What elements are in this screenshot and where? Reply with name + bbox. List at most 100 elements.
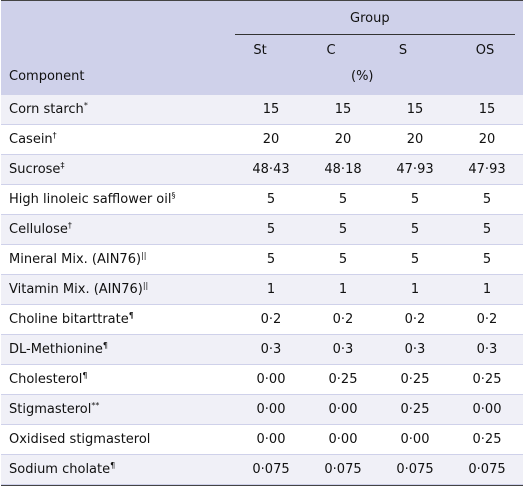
value-cell: 1 bbox=[307, 274, 379, 305]
component-label: DL-Methionine bbox=[9, 342, 103, 357]
value-cell: 15 bbox=[451, 95, 523, 125]
component-label: Oxidised stigmasterol bbox=[9, 432, 151, 447]
component-name: Cholesterol¶ bbox=[1, 364, 235, 395]
value-cell: 5 bbox=[379, 184, 451, 215]
footnote-marker: † bbox=[67, 221, 72, 230]
component-heading: Component bbox=[9, 69, 85, 84]
value-cell: 15 bbox=[379, 95, 451, 125]
table-row: High linoleic safflower oil§ 5 5 5 5 bbox=[1, 184, 523, 215]
value-cell: 0·00 bbox=[235, 394, 307, 425]
table-row: Mineral Mix. (AIN76)|| 5 5 5 5 bbox=[1, 244, 523, 275]
value-cell: 0·25 bbox=[379, 364, 451, 395]
value-cell: 5 bbox=[235, 184, 307, 215]
value-cell: 0·3 bbox=[235, 334, 307, 365]
value-cell: 1 bbox=[379, 274, 451, 305]
value-cell: 48·43 bbox=[235, 154, 307, 185]
top-rule bbox=[1, 0, 523, 1]
component-label: Cellulose bbox=[9, 222, 68, 237]
component-name: Choline bitarttrate¶ bbox=[1, 304, 235, 335]
value-cell: 0·3 bbox=[379, 334, 451, 365]
value-cell: 0·3 bbox=[307, 334, 379, 365]
value-cell: 0·00 bbox=[307, 394, 379, 425]
value-cell: 0·2 bbox=[307, 304, 379, 335]
footnote-marker: * bbox=[83, 101, 88, 110]
value-cell: 20 bbox=[307, 124, 379, 155]
table-row: Stigmasterol** 0·00 0·00 0·25 0·00 bbox=[1, 394, 523, 425]
footnote-marker: ‡ bbox=[60, 161, 65, 170]
value-cell: 20 bbox=[235, 124, 307, 155]
value-cell: 1 bbox=[451, 274, 523, 305]
component-label: Sodium cholate bbox=[9, 462, 111, 477]
value-cell: 5 bbox=[235, 244, 307, 275]
component-name: Sucrose‡ bbox=[1, 154, 235, 185]
value-cell: 5 bbox=[451, 214, 523, 245]
table-row: Choline bitarttrate¶ 0·2 0·2 0·2 0·2 bbox=[1, 304, 523, 335]
value-cell: 0·00 bbox=[235, 364, 307, 395]
table-row: Oxidised stigmasterol 0·00 0·00 0·00 0·25 bbox=[1, 424, 523, 455]
component-label: Mineral Mix. (AIN76) bbox=[9, 252, 142, 267]
component-label: Corn starch bbox=[9, 102, 84, 117]
footnote-marker: ¶ bbox=[102, 341, 109, 350]
footnote-marker: || bbox=[141, 251, 147, 260]
value-cell: 0·2 bbox=[451, 304, 523, 335]
component-label: Vitamin Mix. (AIN76) bbox=[9, 282, 143, 297]
table-row: DL-Methionine¶ 0·3 0·3 0·3 0·3 bbox=[1, 334, 523, 365]
component-name: Corn starch* bbox=[1, 95, 235, 125]
table-row: Vitamin Mix. (AIN76)|| 1 1 1 1 bbox=[1, 274, 523, 305]
column-header-st: St bbox=[253, 43, 267, 58]
footnote-marker: ¶ bbox=[82, 371, 88, 380]
component-label: Sucrose bbox=[9, 162, 61, 177]
table-row: Cholesterol¶ 0·00 0·25 0·25 0·25 bbox=[1, 364, 523, 395]
value-cell: 0·00 bbox=[307, 424, 379, 455]
table-row: Sodium cholate¶ 0·075 0·075 0·075 0·075 bbox=[1, 454, 523, 485]
value-cell: 5 bbox=[307, 184, 379, 215]
component-name: Sodium cholate¶ bbox=[1, 454, 235, 485]
value-cell: 5 bbox=[379, 214, 451, 245]
value-cell: 47·93 bbox=[451, 154, 523, 185]
footnote-marker: ¶ bbox=[128, 311, 134, 320]
value-cell: 20 bbox=[451, 124, 523, 155]
component-label: Cholesterol bbox=[9, 372, 83, 387]
table-row: Casein† 20 20 20 20 bbox=[1, 124, 523, 155]
value-cell: 20 bbox=[379, 124, 451, 155]
component-name: Casein† bbox=[1, 124, 235, 155]
footnote-marker: † bbox=[52, 131, 57, 140]
component-name: Oxidised stigmasterol bbox=[1, 424, 235, 455]
value-cell: 5 bbox=[307, 244, 379, 275]
table-row: Corn starch* 15 15 15 15 bbox=[1, 95, 523, 125]
value-cell: 0·25 bbox=[451, 364, 523, 395]
component-name: Vitamin Mix. (AIN76)|| bbox=[1, 274, 235, 305]
table-header: Group St C S OS (%) Component bbox=[1, 1, 523, 95]
component-name: High linoleic safflower oil§ bbox=[1, 184, 235, 215]
component-name: Cellulose† bbox=[1, 214, 235, 245]
table-row: Cellulose† 5 5 5 5 bbox=[1, 214, 523, 245]
value-cell: 0·00 bbox=[235, 424, 307, 455]
column-header-os: OS bbox=[475, 43, 495, 58]
value-cell: 0·00 bbox=[451, 394, 523, 425]
group-underline bbox=[235, 34, 515, 35]
table-row: Sucrose‡ 48·43 48·18 47·93 47·93 bbox=[1, 154, 523, 185]
footnote-marker: ¶ bbox=[110, 461, 116, 470]
value-cell: 0·2 bbox=[235, 304, 307, 335]
value-cell: 5 bbox=[307, 214, 379, 245]
value-cell: 0·25 bbox=[379, 394, 451, 425]
component-name: Mineral Mix. (AIN76)|| bbox=[1, 244, 235, 275]
value-cell: 1 bbox=[235, 274, 307, 305]
value-cell: 5 bbox=[451, 184, 523, 215]
component-label: Casein bbox=[9, 132, 53, 147]
value-cell: 0·25 bbox=[451, 424, 523, 455]
value-cell: 0·075 bbox=[307, 454, 379, 485]
footnote-marker: || bbox=[142, 281, 149, 290]
table-body: Corn starch* 15 15 15 15 Casein† 20 20 20 20 Sucro… bbox=[1, 95, 523, 485]
value-cell: 5 bbox=[235, 214, 307, 245]
value-cell: 0·075 bbox=[379, 454, 451, 485]
value-cell: 15 bbox=[307, 95, 379, 125]
group-heading: Group bbox=[350, 11, 390, 26]
value-cell: 0·25 bbox=[307, 364, 379, 395]
value-cell: 15 bbox=[235, 95, 307, 125]
value-cell: 47·93 bbox=[379, 154, 451, 185]
component-name: Stigmasterol** bbox=[1, 394, 235, 425]
component-label: High linoleic safflower oil bbox=[9, 192, 172, 207]
value-cell: 5 bbox=[379, 244, 451, 275]
value-cell: 0·075 bbox=[451, 454, 523, 485]
